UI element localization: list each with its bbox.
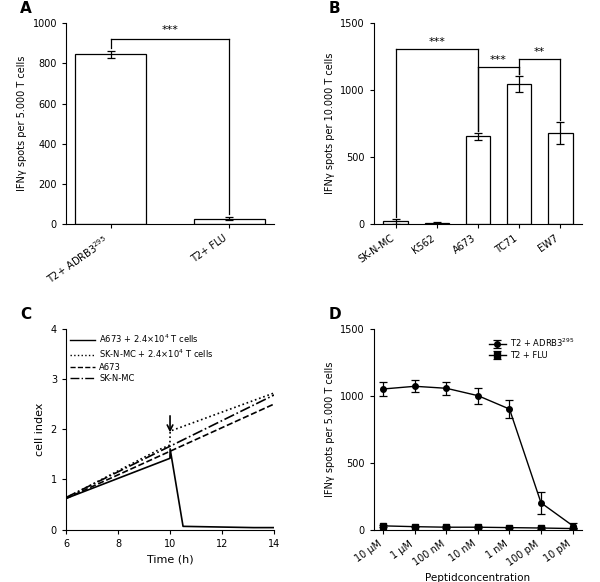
Text: D: D — [328, 307, 341, 322]
Bar — [466, 136, 490, 224]
Text: A: A — [20, 1, 32, 16]
Bar — [194, 219, 265, 224]
Bar — [548, 133, 572, 224]
X-axis label: Time (h): Time (h) — [147, 554, 193, 564]
Text: ***: *** — [490, 55, 507, 65]
Text: C: C — [20, 307, 31, 322]
Bar — [425, 222, 449, 224]
Y-axis label: cell index: cell index — [35, 403, 45, 456]
Y-axis label: IFNγ spots per 10.000 T cells: IFNγ spots per 10.000 T cells — [325, 53, 335, 194]
Bar — [507, 84, 532, 224]
Bar — [76, 55, 146, 224]
Text: ***: *** — [161, 26, 178, 36]
Legend: A673 + 2.4×10$^{4}$ T cells, SK-N-MC + 2.4×10$^{4}$ T cells, A673, SK-N-MC: A673 + 2.4×10$^{4}$ T cells, SK-N-MC + 2… — [70, 333, 214, 383]
Text: B: B — [328, 1, 340, 16]
Text: ***: *** — [428, 37, 445, 47]
X-axis label: Peptidconcentration: Peptidconcentration — [425, 573, 530, 582]
Text: **: ** — [534, 48, 545, 58]
Bar — [383, 221, 408, 224]
Y-axis label: IFNγ spots per 5.000 T cells: IFNγ spots per 5.000 T cells — [17, 56, 27, 191]
Legend: T2 + ADRB3$^{295}$, T2 + FLU: T2 + ADRB3$^{295}$, T2 + FLU — [486, 333, 578, 363]
Y-axis label: IFNγ spots per 5.000 T cells: IFNγ spots per 5.000 T cells — [325, 361, 335, 497]
